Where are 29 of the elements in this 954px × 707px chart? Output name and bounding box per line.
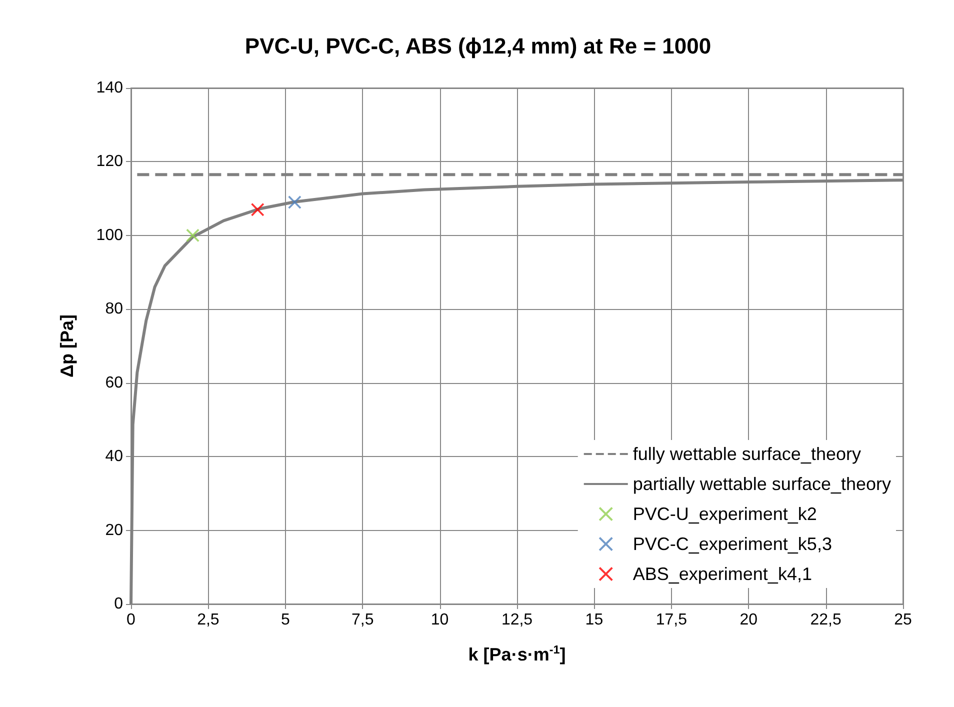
y-tick-label: 140 (96, 80, 124, 96)
point (288, 196, 302, 209)
x-tick-label: 7,5 (351, 612, 374, 628)
x-tick-label: 2,5 (197, 612, 220, 628)
point (251, 203, 264, 216)
x-tick-label: 15 (585, 612, 604, 628)
y-tick-label: 80 (105, 300, 124, 318)
x-tick-label: 25 (894, 612, 912, 628)
x-tick-label: 0 (126, 612, 136, 628)
y-tick-label: 100 (96, 226, 124, 244)
x-tick-label: 17,5 (656, 612, 688, 628)
x-tick-label: 10 (430, 612, 449, 628)
y-tick-label: 60 (105, 374, 124, 392)
chart-title: PVC-U, PVC-C, ABS (ϕ12,4 mm) at Re = 1000 (244, 34, 712, 58)
y-tick-label: 120 (96, 153, 124, 170)
x-tick-label: 20 (740, 612, 758, 628)
y-tick-label: 40 (105, 448, 124, 466)
legend-label: partially wettable surface_theory (632, 474, 892, 494)
legend-label: fully wettable surface_theory (632, 444, 861, 464)
legend-label: PVC-C_experiment_k5,3 (632, 534, 832, 554)
y-tick-label: 0 (114, 596, 124, 612)
x-tick-label: 5 (280, 612, 290, 628)
x-tick-label: 22,5 (810, 612, 842, 628)
x-tick-label: 12,5 (501, 612, 533, 628)
legend-label: ABS_experiment_k4,1 (632, 564, 812, 584)
legend-label: PVC-U_experiment_k2 (632, 504, 817, 524)
point (186, 228, 200, 242)
y-tick-label: 20 (105, 522, 124, 539)
y-axis-title: Δp [Pa] (57, 314, 77, 378)
